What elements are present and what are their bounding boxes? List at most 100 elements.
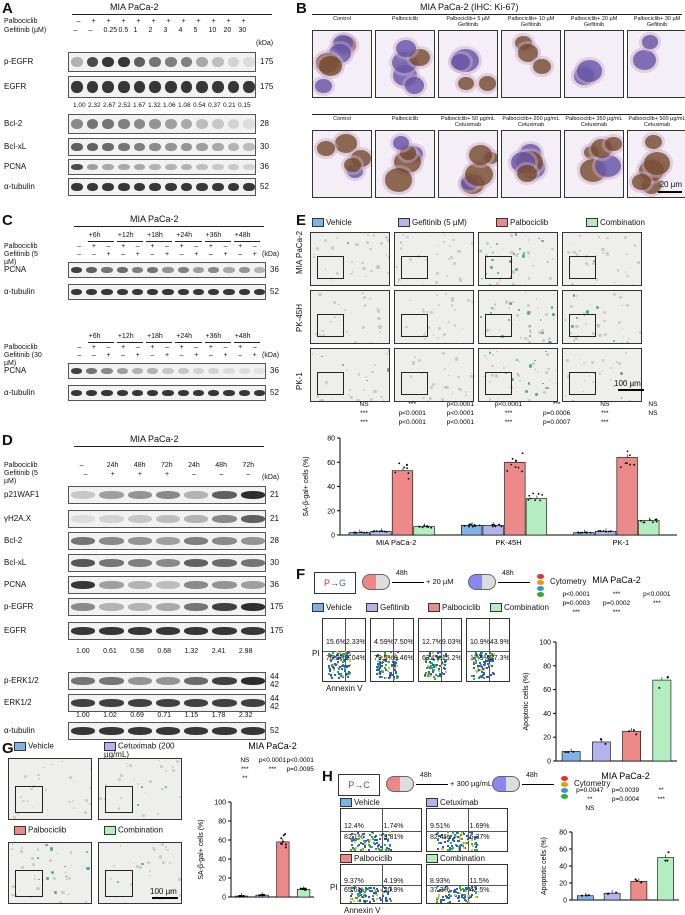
data-point (527, 499, 529, 501)
kda-header: (kDa) (262, 474, 279, 482)
data-point (608, 531, 610, 533)
stain-speck (165, 846, 166, 847)
blot-band (184, 491, 208, 499)
legend-swatch (496, 218, 508, 227)
blot-band (99, 559, 123, 567)
blot-band (102, 143, 114, 151)
blot-band (228, 57, 240, 67)
stain-speck (38, 778, 40, 780)
gefitinib-dose-label: – (89, 27, 93, 35)
bar (526, 499, 547, 535)
stain-speck (346, 369, 348, 371)
data-point (581, 895, 583, 897)
stain-speck (124, 902, 126, 904)
panel-b-title: MIA PaCa-2 (IHC: Ki-67) (420, 2, 519, 12)
gefitinib-sign: + (194, 251, 198, 259)
y-tick-label: 0 (331, 533, 335, 540)
legend-swatch (14, 826, 26, 835)
blot-band (87, 81, 99, 93)
blot-label: EGFR (4, 627, 26, 635)
event-dot (453, 840, 455, 842)
stain-speck (503, 249, 504, 250)
stain-speck (621, 342, 624, 344)
event-dot (473, 663, 475, 665)
event-dot (427, 675, 429, 677)
stain-speck (126, 763, 128, 765)
inset-box (485, 372, 512, 395)
blot-label: ERK1/2 (4, 699, 32, 707)
scale-bar-label: 100 µm (614, 380, 641, 388)
stain-speck (37, 774, 40, 777)
quadrant-lr: 42.5% (470, 887, 490, 894)
ihc-image (564, 30, 624, 98)
event-dot (468, 901, 470, 903)
stain-speck (376, 265, 379, 268)
blot-band (228, 81, 240, 93)
cell-line-label: PK-45H (296, 304, 304, 332)
quadrant-ll: 65.6% (344, 887, 364, 894)
event-dot (364, 843, 366, 845)
significance-annotation: *** (653, 600, 661, 607)
blot-kda: 36 (270, 581, 279, 589)
blot-PCNA (68, 576, 266, 594)
event-dot (464, 896, 466, 898)
blot-band (184, 515, 208, 523)
significance-annotation: *** (613, 591, 621, 598)
event-dot (437, 675, 439, 677)
event-dot (396, 677, 398, 679)
legend-label: Combination (440, 854, 485, 863)
data-point (283, 834, 285, 836)
ihc-condition-label: Control (312, 116, 372, 122)
event-dot (365, 889, 367, 891)
event-dot (342, 675, 344, 677)
event-dot (350, 849, 352, 851)
data-point (635, 733, 637, 735)
blot-band (223, 289, 234, 295)
bar (604, 893, 620, 900)
data-point (407, 472, 409, 474)
blot-EGFR (68, 622, 266, 640)
data-point (598, 530, 600, 532)
blot-band (147, 368, 158, 374)
event-dot (445, 895, 447, 897)
blot-band (99, 727, 123, 735)
stain-speck (86, 851, 88, 853)
event-dot (426, 667, 428, 669)
stain-speck (354, 341, 357, 344)
inset-box (569, 314, 596, 337)
blot-band (212, 183, 224, 191)
blot-band (71, 164, 83, 170)
category-label: PK-45H (495, 538, 521, 547)
blot-band (212, 143, 224, 151)
blot-band (71, 267, 82, 273)
blot-band (134, 119, 146, 129)
stain-speck (69, 776, 72, 779)
ihc-image (501, 130, 561, 198)
palbociclib-sign: – (107, 243, 111, 251)
data-point (372, 531, 374, 533)
stain-speck (623, 328, 624, 329)
event-dot (353, 900, 355, 902)
blot-label: Bcl-xL (4, 143, 26, 151)
event-dot (462, 843, 464, 845)
legend-item: Palbociclib (428, 603, 480, 612)
significance-annotation: *** (505, 419, 513, 426)
event-dot (389, 674, 391, 676)
stain-speck (515, 254, 518, 257)
legend-swatch (586, 218, 598, 227)
blot-band (181, 183, 193, 191)
stain-speck (436, 272, 439, 275)
stain-speck (626, 253, 628, 255)
blot-label: p21WAF1 (4, 491, 39, 499)
stain-speck (604, 333, 607, 336)
stain-speck (538, 331, 541, 334)
stain-speck (158, 760, 159, 761)
palbociclib-sign: + (238, 344, 242, 352)
data-point (668, 851, 670, 853)
data-point (406, 464, 408, 466)
ihc-cell (595, 155, 621, 177)
stain-speck (24, 775, 27, 778)
event-dot (385, 849, 387, 851)
inset-box (105, 870, 133, 897)
significance-annotation: *** (613, 609, 621, 616)
